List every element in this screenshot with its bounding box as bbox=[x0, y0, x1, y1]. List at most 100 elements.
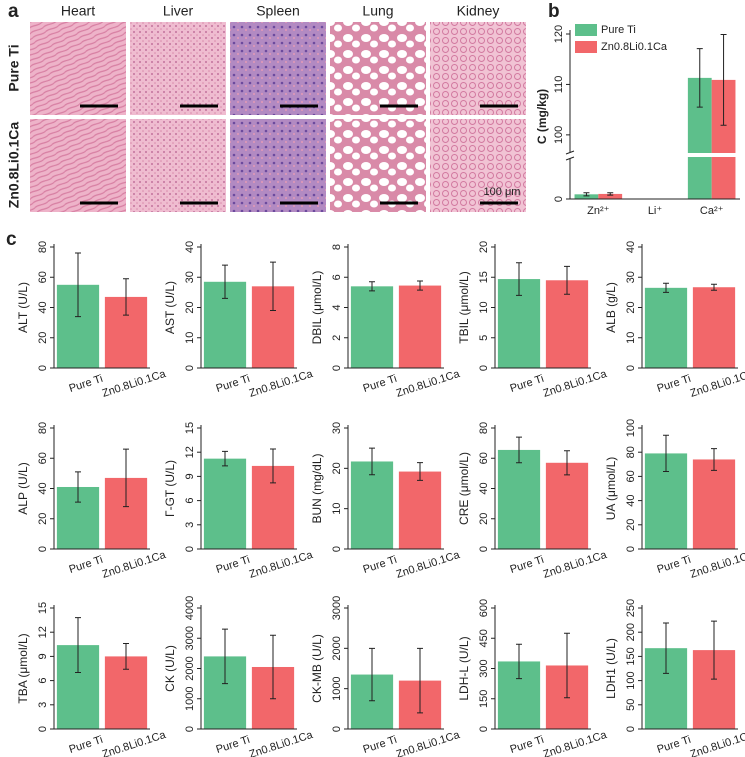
panel-label: a bbox=[8, 1, 19, 22]
y-tick-label: 40 bbox=[37, 301, 49, 313]
y-tick-label: 2000 bbox=[184, 656, 196, 680]
histology-image bbox=[430, 22, 526, 115]
error-bar bbox=[696, 48, 703, 108]
row-label: Zn0.8Li0.1Ca bbox=[6, 122, 22, 209]
y-tick-label: 0 bbox=[37, 365, 49, 371]
y-tick-label: 0 bbox=[184, 726, 196, 732]
y-tick-label: 0 bbox=[478, 365, 490, 371]
histology-image bbox=[430, 119, 526, 212]
x-tick-label: Pure Ti bbox=[656, 734, 693, 756]
error-bar bbox=[417, 280, 423, 291]
y-tick-label: 20 bbox=[37, 513, 49, 525]
y-tick-label: 2000 bbox=[331, 636, 343, 660]
error-bar bbox=[516, 436, 522, 464]
bar bbox=[644, 287, 688, 368]
panel-label: c bbox=[6, 229, 17, 250]
y-tick-label: 150 bbox=[478, 690, 490, 708]
y-tick-label: 10 bbox=[331, 503, 343, 515]
y-axis-label: BUN (mg/dL) bbox=[310, 453, 324, 523]
histology-image bbox=[30, 22, 126, 115]
error-bar bbox=[663, 434, 669, 473]
x-tick-label: Pure Ti bbox=[215, 373, 252, 395]
y-tick-label: 9 bbox=[184, 473, 196, 479]
y-tick-label: 200 bbox=[625, 623, 637, 641]
y-tick-label: 0 bbox=[331, 546, 343, 552]
error-bar bbox=[270, 634, 276, 700]
legend-swatch bbox=[575, 41, 597, 53]
scale-bar-label: 100 μm bbox=[484, 186, 521, 198]
legend-swatch bbox=[575, 24, 597, 36]
histology-image bbox=[30, 119, 126, 212]
column-header: Kidney bbox=[457, 3, 500, 19]
error-bar bbox=[369, 447, 375, 476]
x-tick-label: Ca²⁺ bbox=[700, 205, 724, 217]
x-tick-label: Pure Ti bbox=[509, 373, 546, 395]
y-tick-label: 15 bbox=[184, 422, 196, 434]
x-tick-label: Li⁺ bbox=[648, 205, 663, 217]
error-bar bbox=[417, 462, 423, 481]
bar bbox=[350, 286, 394, 368]
error-bar bbox=[564, 265, 570, 295]
y-tick-label: 3000 bbox=[331, 596, 343, 620]
y-axis-label: Γ-GT (U/L) bbox=[163, 460, 177, 517]
y-tick-label: 80 bbox=[625, 446, 637, 458]
x-tick-label: Zn0.8Li0.1Ca bbox=[689, 729, 745, 757]
y-tick-label: 300 bbox=[478, 659, 490, 677]
y-tick-label: 8 bbox=[331, 244, 343, 250]
y-tick-label: 20 bbox=[478, 241, 490, 253]
y-tick-label: 2 bbox=[331, 335, 343, 341]
bar bbox=[497, 449, 541, 549]
column-header: Heart bbox=[61, 3, 95, 19]
y-tick-label: 0 bbox=[553, 196, 565, 202]
y-axis-label: ALP (U/L) bbox=[16, 462, 30, 514]
y-tick-label: 80 bbox=[478, 422, 490, 434]
x-tick-label: Zn0.8Li0.1Ca bbox=[542, 729, 609, 757]
y-tick-label: 5 bbox=[478, 335, 490, 341]
y-tick-label: 100 bbox=[625, 419, 637, 437]
y-tick-label: 60 bbox=[37, 452, 49, 464]
axis-break bbox=[567, 153, 740, 157]
y-tick-label: 3 bbox=[184, 522, 196, 528]
error-bar bbox=[720, 34, 727, 126]
x-tick-label: Pure Ti bbox=[68, 734, 105, 756]
x-tick-label: Zn0.8Li0.1Ca bbox=[395, 729, 462, 757]
y-tick-label: 0 bbox=[37, 546, 49, 552]
y-tick-label: 3000 bbox=[184, 626, 196, 650]
error-bar bbox=[123, 642, 129, 670]
x-tick-label: Zn0.8Li0.1Ca bbox=[689, 549, 745, 581]
y-tick-label: 600 bbox=[478, 599, 490, 617]
y-axis-label: LDH-L (U/L) bbox=[457, 636, 471, 700]
y-tick-label: 20 bbox=[37, 332, 49, 344]
bar bbox=[692, 287, 736, 368]
error-bar bbox=[663, 282, 669, 293]
x-tick-label: Zn0.8Li0.1Ca bbox=[542, 549, 609, 581]
error-bar bbox=[607, 192, 614, 196]
error-bar bbox=[583, 192, 590, 197]
y-tick-label: 15 bbox=[478, 271, 490, 283]
x-tick-label: Pure Ti bbox=[509, 734, 546, 756]
y-tick-label: 30 bbox=[184, 271, 196, 283]
y-tick-label: 40 bbox=[37, 482, 49, 494]
x-tick-label: Pure Ti bbox=[656, 554, 693, 576]
y-axis-label: DBIL (μmol/L) bbox=[310, 271, 324, 345]
x-tick-label: Pure Ti bbox=[362, 373, 399, 395]
bar bbox=[574, 194, 599, 199]
histology-image bbox=[230, 119, 326, 212]
y-axis-label: CRE (μmol/L) bbox=[457, 452, 471, 525]
histology-image bbox=[330, 22, 426, 115]
y-tick-label: 0 bbox=[184, 546, 196, 552]
y-axis-label: TBIL (μmol/L) bbox=[457, 271, 471, 343]
x-tick-label: Zn0.8Li0.1Ca bbox=[248, 368, 315, 400]
error-bar bbox=[222, 628, 228, 685]
error-bar bbox=[711, 283, 717, 291]
x-tick-label: Zn0.8Li0.1Ca bbox=[689, 368, 745, 400]
x-tick-label: Zn0.8Li0.1Ca bbox=[248, 549, 315, 581]
y-tick-label: 0 bbox=[184, 365, 196, 371]
y-tick-label: 4 bbox=[331, 304, 343, 310]
y-axis-label: TBA (μmol/L) bbox=[16, 633, 30, 703]
x-tick-label: Pure Ti bbox=[68, 554, 105, 576]
histology-image bbox=[230, 22, 326, 115]
y-tick-label: 6 bbox=[37, 678, 49, 684]
bar bbox=[203, 458, 247, 549]
y-tick-label: 60 bbox=[37, 271, 49, 283]
